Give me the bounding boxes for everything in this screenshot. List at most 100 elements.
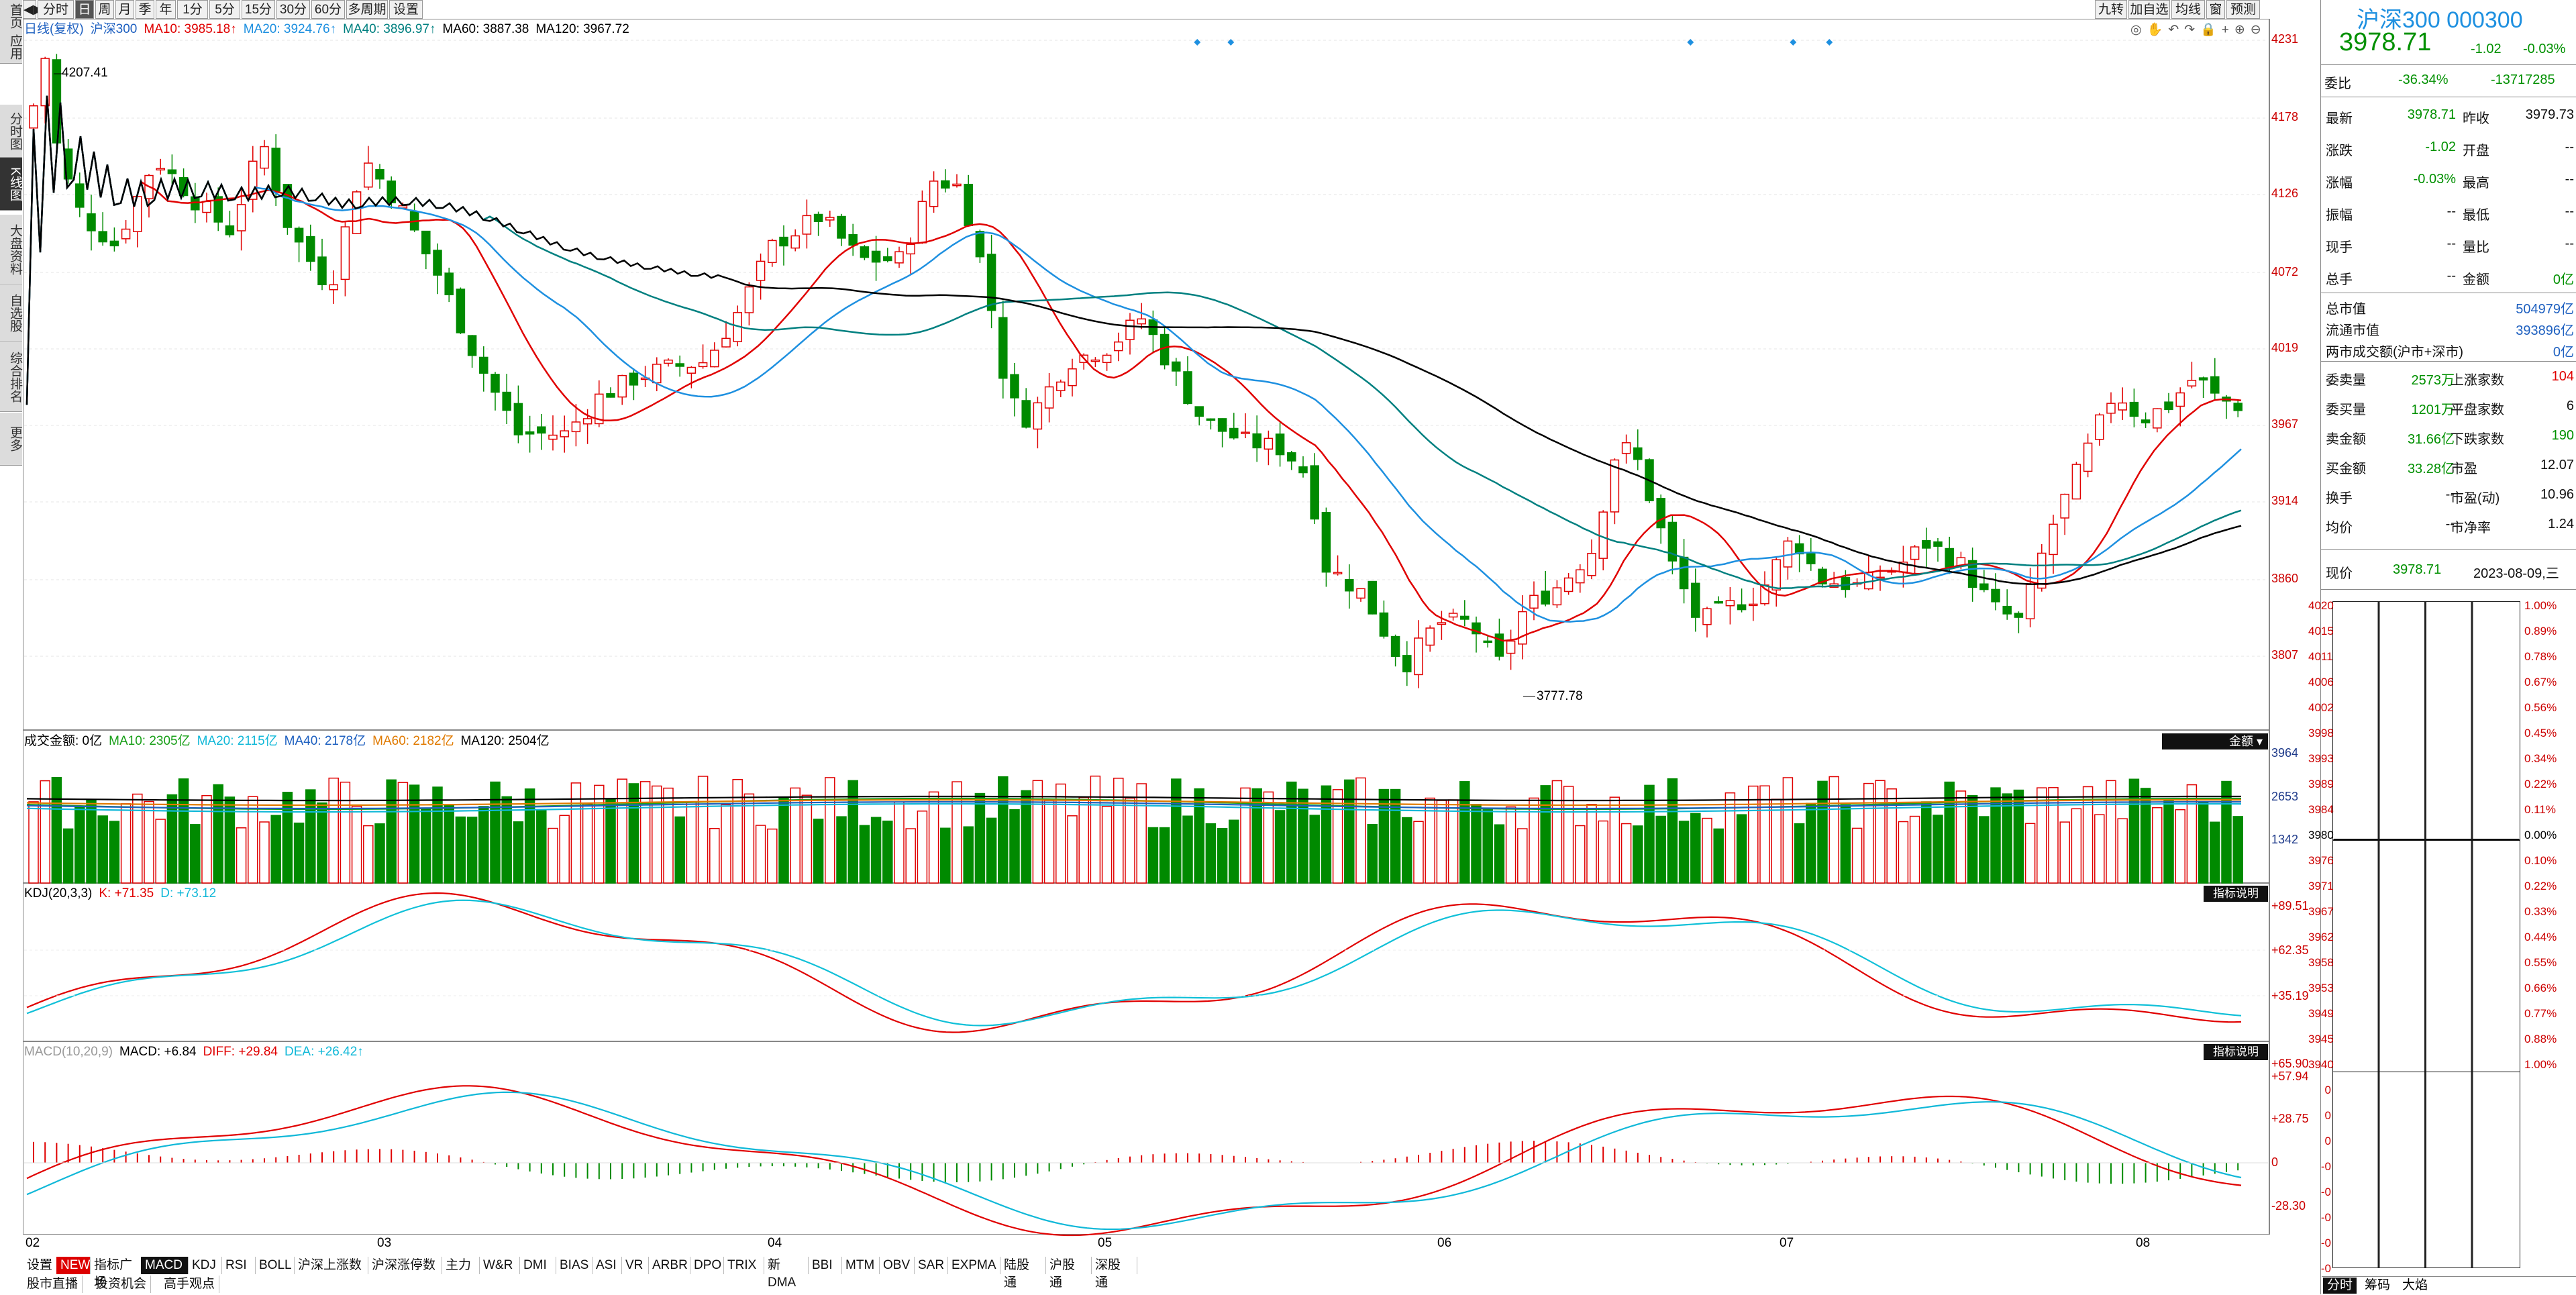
indicator-tab[interactable]: 陆股通 — [1000, 1257, 1046, 1290]
volume-bar — [1309, 815, 1320, 884]
kline-type[interactable]: 日线(复权) — [24, 22, 84, 36]
mini-pct-label: 0.00% — [2524, 829, 2557, 841]
indicator-tab[interactable]: ASI — [592, 1257, 622, 1274]
indicator-tab[interactable]: TRIX — [723, 1257, 764, 1274]
volume-bar — [605, 798, 616, 884]
volume-bar — [1644, 784, 1655, 884]
indicator-tab[interactable]: SAR — [914, 1257, 948, 1274]
indicator-tab[interactable]: BIAS — [556, 1257, 593, 1274]
candle-body — [2095, 414, 2104, 440]
breadth-label: 卖金额 — [2326, 432, 2366, 447]
macd-help-button[interactable]: 指标说明 — [2204, 1044, 2268, 1060]
toolbar-monthly[interactable]: 月 — [115, 0, 134, 19]
volume-bar — [86, 799, 97, 884]
kline-name: 沪深300 — [90, 22, 138, 36]
candle-body — [1229, 427, 1239, 439]
volume-bar — [743, 793, 755, 884]
indicator-tab[interactable]: RSI — [221, 1257, 256, 1274]
mini-tab-flame[interactable]: 大焰 — [2402, 1278, 2428, 1292]
toolbar-15min[interactable]: 15分 — [242, 0, 275, 19]
indicator-tab[interactable]: MACD — [141, 1257, 189, 1274]
nav-home[interactable]: 首页 — [0, 0, 22, 33]
toolbar-1min[interactable]: 1分 — [177, 0, 208, 19]
nav-ranking[interactable]: 综合排名 — [0, 342, 22, 412]
nav-kline[interactable]: K线图 — [0, 158, 22, 211]
nav-timeshare[interactable]: 分时图 — [0, 105, 22, 158]
volume-bar — [1413, 821, 1424, 884]
indicator-tab[interactable]: 新DMA — [764, 1257, 809, 1290]
breadth-value: 1.24 — [2548, 517, 2574, 531]
candle-body — [98, 231, 107, 243]
toolbar-multi-period[interactable]: 多周期 — [346, 0, 388, 19]
kdj-label[interactable]: KDJ(20,3,3) — [24, 886, 93, 900]
nav-watchlist[interactable]: 自选股 — [0, 285, 22, 342]
nav-apps[interactable]: 应用 — [0, 31, 22, 64]
indicator-tab[interactable]: OBV — [879, 1257, 915, 1274]
volume-bar — [374, 823, 385, 884]
bottom-link-tab[interactable]: 投资机会 — [91, 1276, 152, 1293]
toolbar-forecast[interactable]: 预测 — [2226, 0, 2260, 19]
candle-body — [1068, 368, 1077, 386]
toolbar-weekly[interactable]: 周 — [95, 0, 114, 19]
indicator-tab[interactable]: 指标广场 — [90, 1257, 142, 1290]
mini-tab-timeshare[interactable]: 分时 — [2323, 1278, 2357, 1294]
bottom-link-tab[interactable]: 股市直播 — [23, 1276, 83, 1293]
mini-tab-chips[interactable]: 筹码 — [2364, 1278, 2390, 1292]
volume-bar — [1229, 819, 1239, 884]
toolbar-ma-lines[interactable]: 均线 — [2171, 0, 2205, 19]
indicator-tab[interactable]: BOLL — [255, 1257, 295, 1274]
indicator-tab[interactable]: 深股通 — [1091, 1257, 1137, 1290]
candle-body — [1541, 590, 1550, 605]
indicator-tab[interactable]: BBI — [808, 1257, 842, 1274]
toolbar-quarterly[interactable]: 季 — [136, 0, 154, 19]
indicator-tab[interactable]: 主力 — [442, 1257, 480, 1274]
vol-ma60: MA60: 2182亿 — [372, 734, 454, 748]
candle-body — [260, 146, 269, 169]
indicator-tab[interactable]: W&R — [479, 1257, 520, 1274]
indicator-tab[interactable]: NEW — [56, 1257, 91, 1274]
toolbar-window[interactable]: 窗 — [2206, 0, 2225, 19]
mktcap-label: 流通市值 — [2326, 323, 2379, 338]
indicator-tab[interactable]: DMI — [519, 1257, 556, 1274]
bottom-link-tab[interactable]: 高手观点 — [160, 1276, 220, 1293]
toolbar-30min[interactable]: 30分 — [276, 0, 310, 19]
indicator-tab[interactable]: KDJ — [188, 1257, 222, 1274]
volume-bar — [2175, 809, 2185, 884]
indicator-tab[interactable]: MTM — [841, 1257, 880, 1274]
nav-market-data[interactable]: 大盘资料 — [0, 215, 22, 284]
signal-marker — [1687, 39, 1694, 46]
volume-bar — [2117, 818, 2128, 884]
nav-more[interactable]: 更多 — [0, 413, 22, 466]
volume-bar — [951, 781, 962, 884]
candle-body — [213, 196, 223, 223]
volume-mode-button[interactable]: 金额 ▾ — [2162, 733, 2268, 749]
indicator-tab[interactable]: VR — [621, 1257, 649, 1274]
indicator-tab[interactable]: DPO — [690, 1257, 724, 1274]
indicator-tab[interactable]: 沪深上涨数 — [294, 1257, 368, 1274]
toolbar-yearly[interactable]: 年 — [156, 0, 176, 19]
volume-bar — [1851, 827, 1863, 884]
indicator-tab[interactable]: EXPMA — [947, 1257, 1000, 1274]
toolbar-settings[interactable]: 设置 — [389, 0, 423, 19]
kdj-help-button[interactable]: 指标说明 — [2204, 886, 2268, 902]
volume-bar — [1171, 778, 1182, 884]
chart-tool-icons[interactable]: ◎✋↶↷🔒+⊕⊖ — [2130, 23, 2267, 37]
toolbar-timeshare[interactable]: 分时 — [38, 0, 74, 19]
indicator-tab[interactable]: ARBR — [648, 1257, 690, 1274]
volume-bar — [1263, 791, 1274, 884]
kline-ylabel: 4072 — [2271, 265, 2299, 278]
toolbar-jiuzhuan[interactable]: 九转 — [2095, 0, 2127, 19]
macd-label[interactable]: MACD(10,20,9) — [24, 1045, 113, 1059]
candle-body — [2071, 464, 2081, 500]
volume-bar — [1436, 800, 1447, 884]
candle-body — [617, 374, 627, 398]
toolbar-daily[interactable]: 日 — [75, 0, 94, 19]
toolbar-5min[interactable]: 5分 — [209, 0, 240, 19]
indicator-tab[interactable]: 沪深涨停数 — [368, 1257, 442, 1274]
indicator-tab[interactable]: 设置 — [23, 1257, 57, 1274]
indicator-tab[interactable]: 沪股通 — [1045, 1257, 1092, 1290]
vol-ma20-line — [26, 802, 2242, 813]
toolbar-add-watchlist[interactable]: 加自选 — [2128, 0, 2170, 19]
toolbar-60min[interactable]: 60分 — [311, 0, 345, 19]
